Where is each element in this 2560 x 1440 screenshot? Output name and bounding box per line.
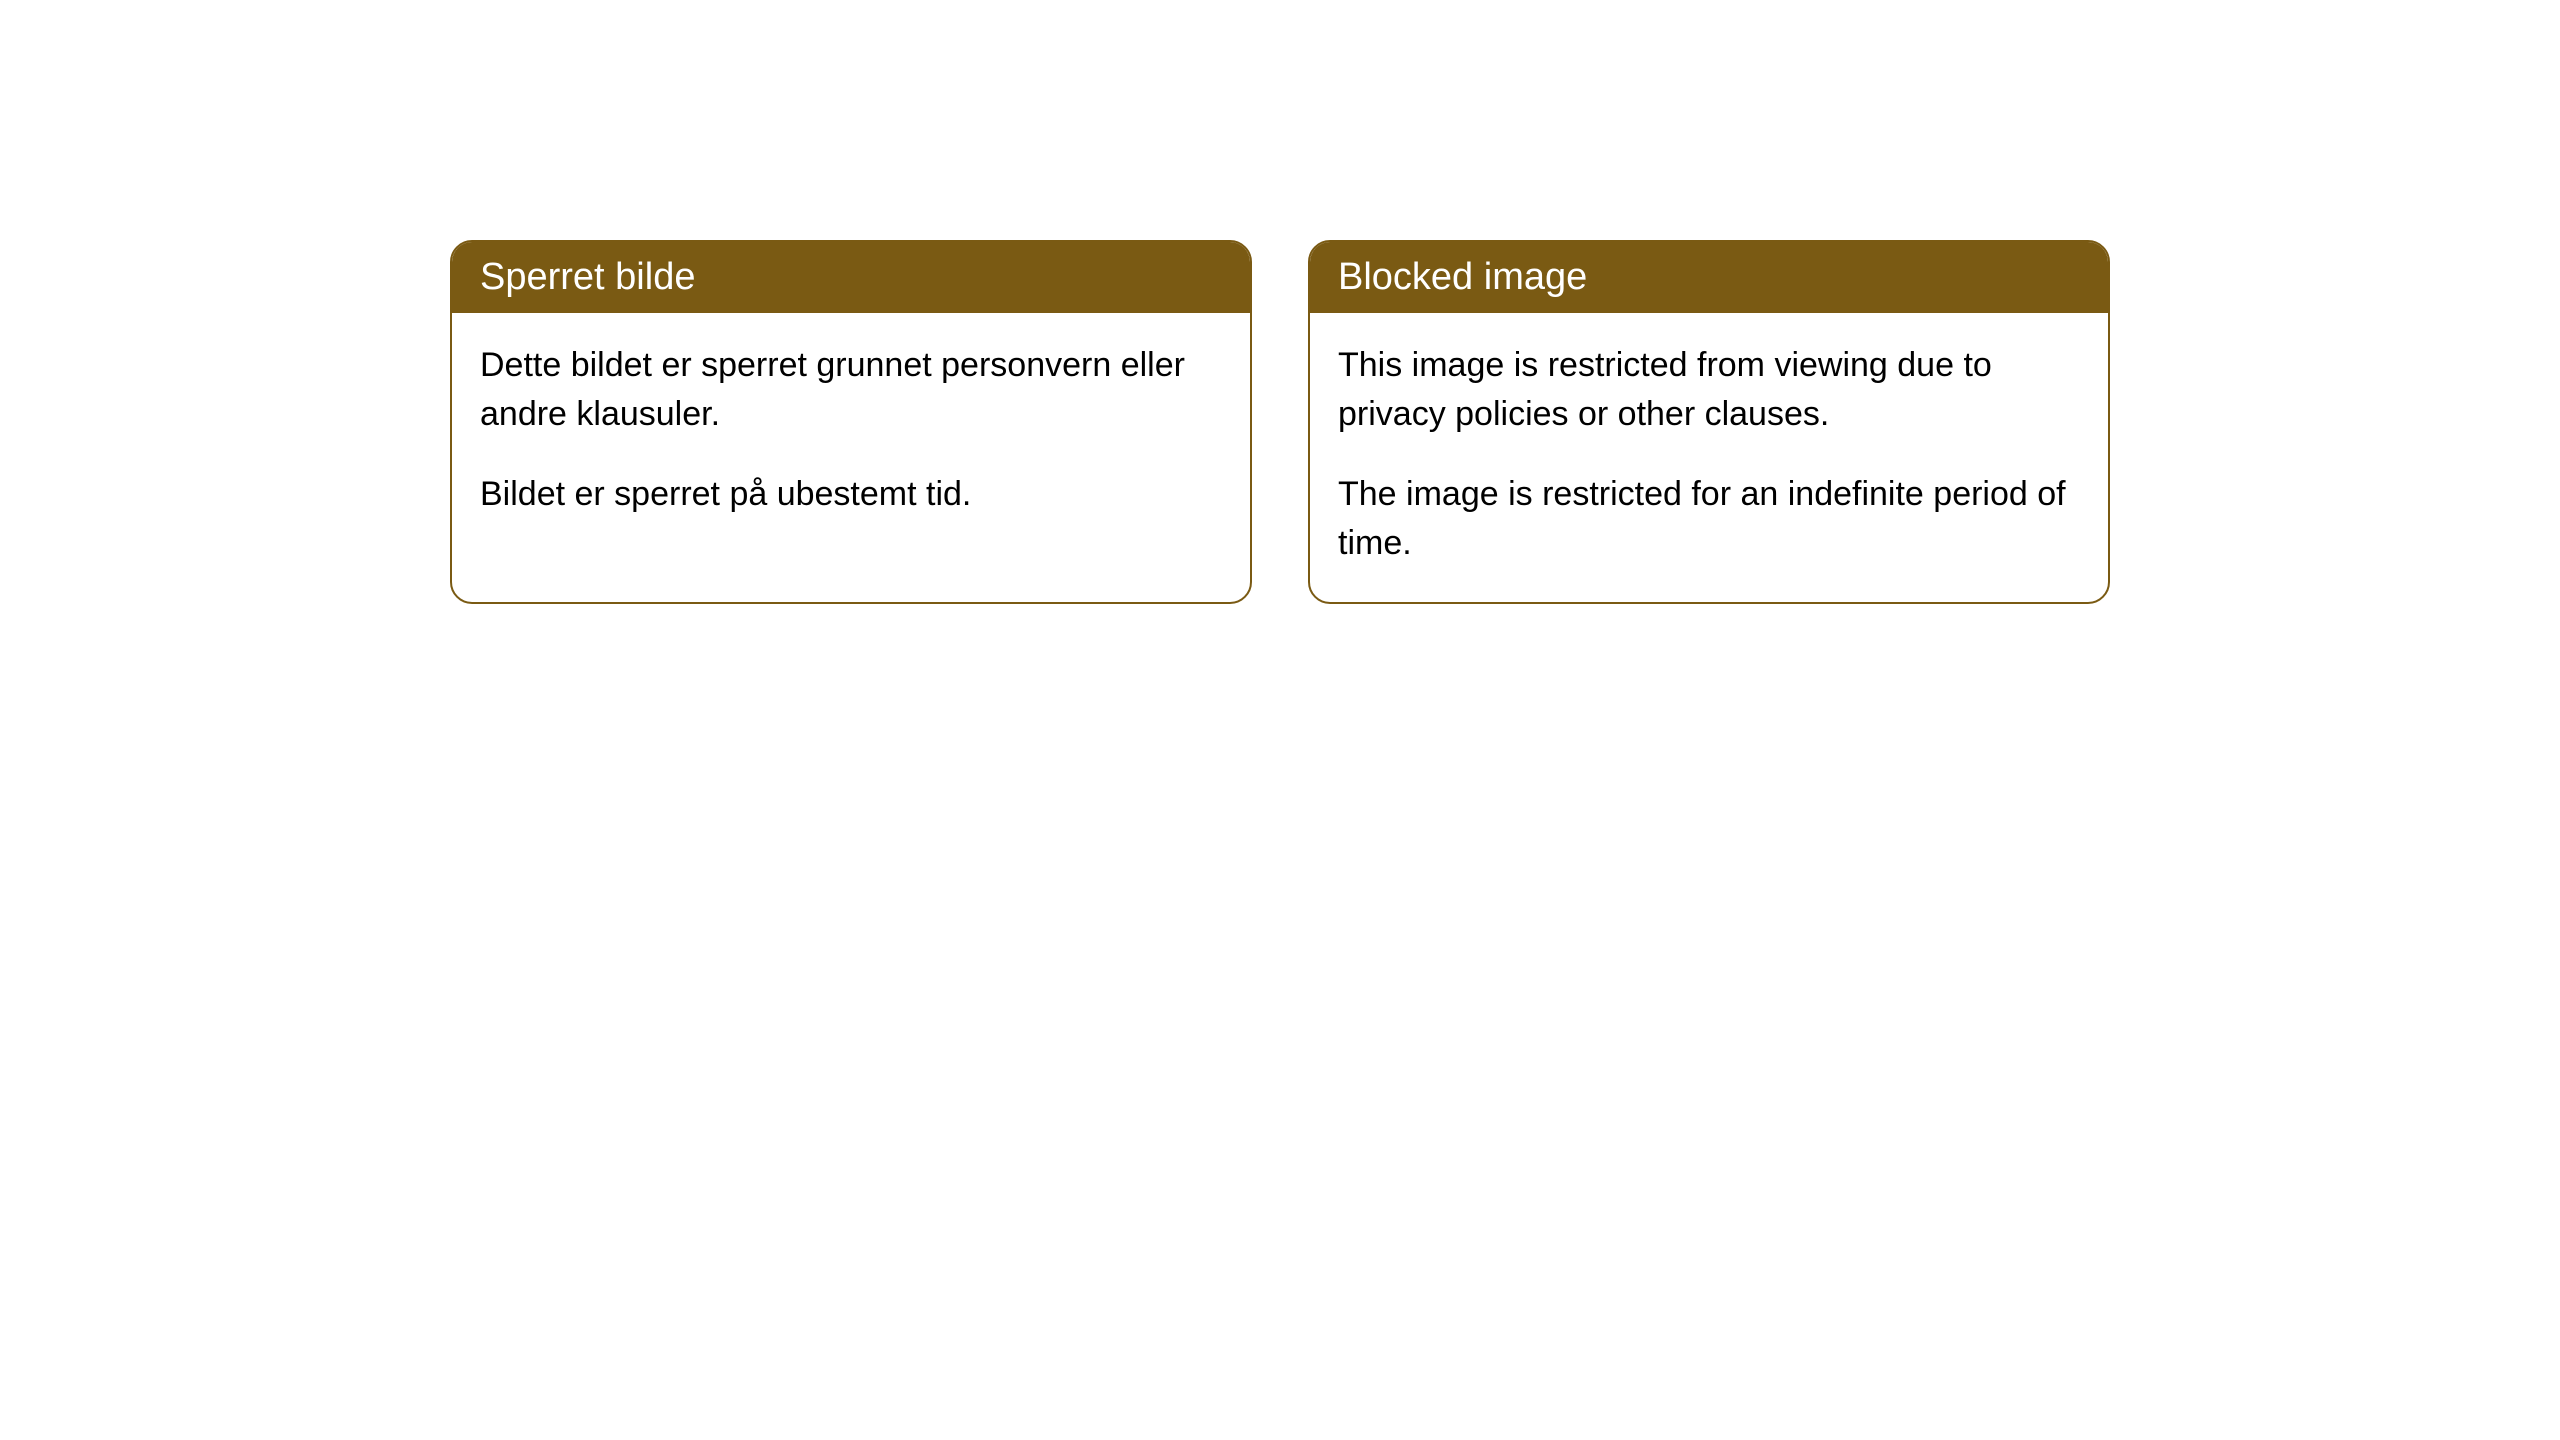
card-paragraph: The image is restricted for an indefinit… — [1338, 470, 2080, 569]
notice-card-norwegian: Sperret bilde Dette bildet er sperret gr… — [450, 240, 1252, 604]
card-paragraph: This image is restricted from viewing du… — [1338, 341, 2080, 440]
card-title: Blocked image — [1338, 256, 1587, 298]
card-header: Sperret bilde — [452, 242, 1250, 313]
card-header: Blocked image — [1310, 242, 2108, 313]
notice-card-english: Blocked image This image is restricted f… — [1308, 240, 2110, 604]
card-paragraph: Bildet er sperret på ubestemt tid. — [480, 470, 1222, 519]
card-paragraph: Dette bildet er sperret grunnet personve… — [480, 341, 1222, 440]
card-title: Sperret bilde — [480, 256, 695, 298]
card-body: Dette bildet er sperret grunnet personve… — [452, 313, 1250, 553]
card-body: This image is restricted from viewing du… — [1310, 313, 2108, 602]
notice-cards-container: Sperret bilde Dette bildet er sperret gr… — [450, 240, 2110, 604]
